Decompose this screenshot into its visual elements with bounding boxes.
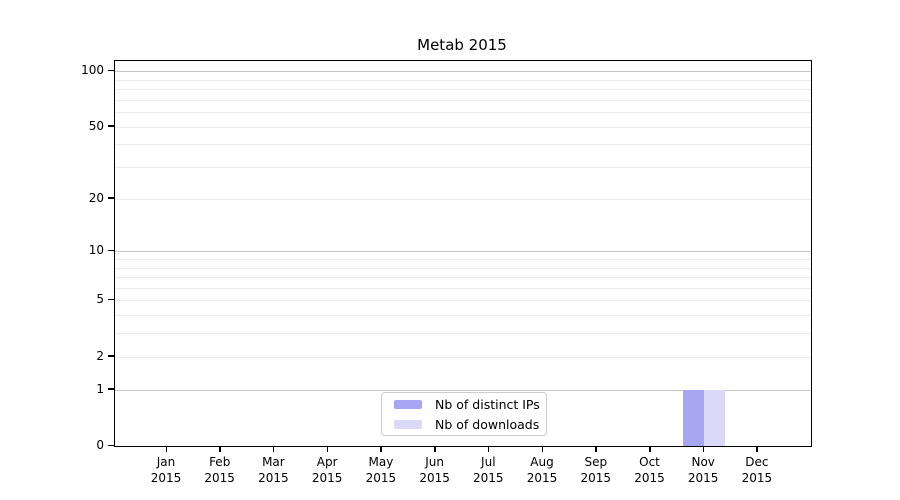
y-tick [108, 249, 114, 252]
x-tick [756, 446, 758, 452]
x-tick-label: Mar 2015 [241, 454, 305, 486]
y-tick [108, 69, 114, 71]
year-label: 2015 [687, 471, 719, 485]
y-tick-label: 20 [88, 190, 104, 205]
legend-label: Nb of distinct IPs [435, 396, 540, 412]
x-tick-label: Jan 2015 [134, 454, 198, 486]
plot-area: Nb of distinct IPs Nb of downloads [114, 60, 812, 447]
year-label: 2015 [419, 471, 450, 485]
y-tick [108, 355, 114, 357]
month-label: Mar [262, 455, 285, 469]
x-tick-label: Oct 2015 [618, 454, 682, 486]
minor-gridline [115, 258, 811, 260]
y-tick-label: 50 [88, 118, 104, 133]
y-tick-label: 5 [96, 292, 104, 307]
x-tick-label: Aug 2015 [510, 454, 574, 486]
minor-gridline [115, 198, 811, 200]
y-tick [108, 197, 114, 199]
y-tick [108, 444, 114, 446]
legend: Nb of distinct IPs Nb of downloads [381, 392, 547, 436]
x-tick [541, 446, 543, 452]
y-tick [108, 298, 114, 301]
month-label: Dec [745, 455, 769, 469]
month-label: Aug [530, 455, 554, 469]
month-label: Apr [316, 455, 338, 469]
year-label: 2015 [311, 471, 343, 485]
y-tick-label: 1 [96, 381, 104, 396]
x-tick [326, 446, 329, 452]
x-tick-label: Dec 2015 [725, 454, 789, 486]
minor-gridline [115, 144, 811, 146]
year-label: 2015 [473, 471, 504, 485]
x-tick-label: Nov 2015 [671, 454, 735, 486]
month-label: Oct [639, 455, 660, 469]
y-tick-label: 2 [96, 348, 104, 363]
major-gridline [115, 251, 811, 253]
month-label: Jan [156, 455, 176, 469]
x-tick-label: Sep 2015 [564, 454, 628, 486]
bar-nb-of-downloads [704, 389, 726, 446]
x-tick-label: Apr 2015 [295, 454, 359, 486]
x-tick-label: May 2015 [349, 454, 413, 486]
x-tick-label: Feb 2015 [188, 454, 252, 486]
legend-swatch [394, 419, 422, 429]
month-label: Jun [425, 455, 444, 469]
y-tick-label: 10 [88, 243, 104, 258]
y-tick-label: 100 [81, 63, 104, 77]
year-label: 2015 [741, 471, 773, 485]
year-label: 2015 [580, 471, 612, 485]
minor-gridline [115, 333, 811, 335]
minor-gridline [115, 126, 811, 128]
x-tick [434, 446, 436, 452]
legend-entry: Nb of distinct IPs [394, 397, 546, 412]
minor-gridline [115, 88, 811, 90]
year-label: 2015 [526, 471, 558, 485]
month-label: Sep [584, 455, 608, 469]
major-gridline [115, 389, 811, 391]
x-tick-label: Jun 2015 [403, 454, 467, 486]
x-tick [219, 446, 221, 452]
x-tick [487, 446, 490, 452]
minor-gridline [115, 356, 811, 358]
x-tick-label: Jul 2015 [456, 454, 520, 486]
year-label: 2015 [150, 471, 182, 485]
month-label: Nov [691, 455, 715, 469]
minor-gridline [115, 277, 811, 278]
year-label: 2015 [204, 471, 235, 485]
x-tick [272, 446, 275, 452]
minor-gridline [115, 79, 811, 81]
minor-gridline [115, 315, 811, 317]
x-tick [702, 446, 705, 452]
month-label: May [368, 455, 394, 469]
x-tick [649, 446, 651, 452]
bar-nb-of-distinct-ips [683, 389, 705, 446]
y-tick [108, 125, 114, 127]
chart-title: Metab 2015 [417, 36, 507, 54]
month-label: Jul [481, 455, 496, 469]
x-tick [380, 446, 382, 452]
minor-gridline [115, 267, 811, 269]
legend-entry: Nb of downloads [394, 417, 546, 432]
x-tick [595, 446, 597, 452]
minor-gridline [115, 287, 811, 289]
legend-label: Nb of downloads [435, 416, 540, 432]
minor-gridline [115, 167, 811, 168]
y-tick [108, 388, 114, 390]
year-label: 2015 [634, 471, 665, 485]
month-label: Feb [209, 455, 231, 469]
legend-swatch [394, 399, 422, 409]
minor-gridline [115, 99, 811, 101]
x-tick [165, 446, 167, 452]
y-tick-label: 0 [96, 438, 104, 452]
major-gridline [115, 71, 811, 72]
minor-gridline [115, 112, 811, 113]
year-label: 2015 [258, 471, 289, 485]
minor-gridline [115, 300, 811, 302]
year-label: 2015 [365, 471, 397, 485]
